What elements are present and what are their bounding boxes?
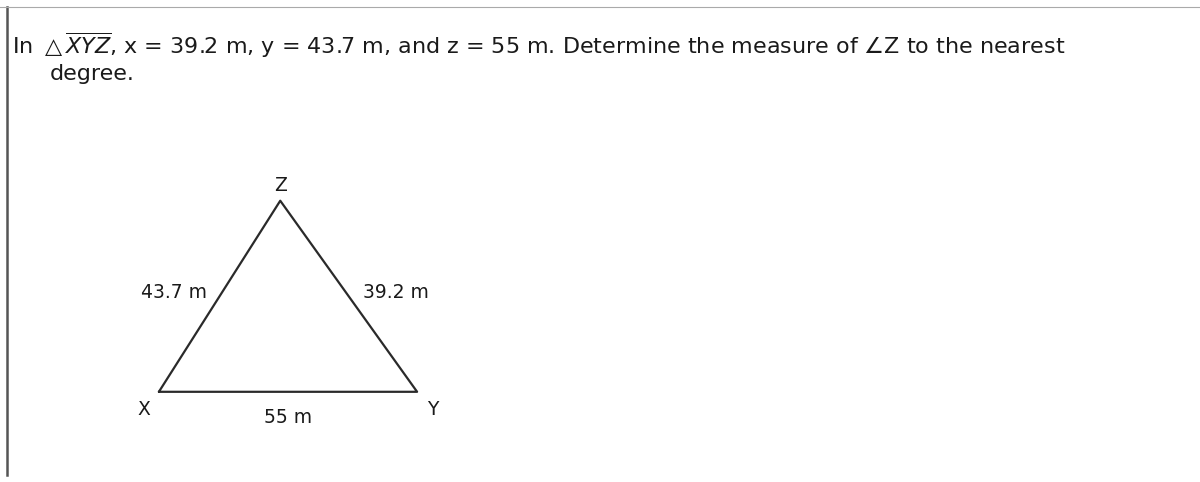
Text: Z: Z bbox=[274, 176, 287, 195]
Text: 39.2 m: 39.2 m bbox=[362, 283, 428, 302]
Text: In $\triangle\overline{XYZ}$, x = 39.2 m, y = 43.7 m, and z = 55 m. Determine th: In $\triangle\overline{XYZ}$, x = 39.2 m… bbox=[12, 30, 1066, 59]
Text: X: X bbox=[137, 401, 150, 419]
Text: 55 m: 55 m bbox=[264, 408, 312, 427]
Text: 43.7 m: 43.7 m bbox=[140, 283, 206, 302]
Text: degree.: degree. bbox=[50, 64, 134, 84]
Text: Y: Y bbox=[427, 401, 438, 419]
